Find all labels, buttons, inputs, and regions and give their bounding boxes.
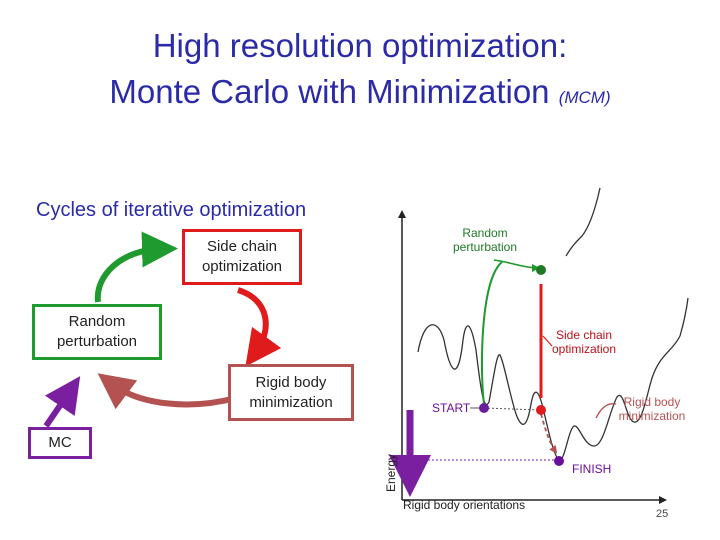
label-rigid-body: Rigid body minimization	[618, 395, 686, 423]
label-start: START	[432, 401, 471, 415]
title-line-1: High resolution optimization:	[152, 27, 568, 64]
perturbed-point	[536, 265, 546, 275]
cycle-heading: Cycles of iterative optimization	[36, 199, 307, 221]
start-point	[479, 403, 489, 413]
green-perturbation-path	[480, 261, 503, 405]
energy-axis-label: Energy	[384, 453, 398, 493]
finish-point	[554, 456, 564, 466]
red-sidechain-pointer	[542, 335, 553, 347]
energy-peak-curve	[565, 187, 601, 257]
sidechain-point	[536, 405, 546, 415]
brown-label-pointer	[595, 403, 617, 419]
label-finish: FINISH	[572, 462, 612, 476]
label-side-chain: Side chain optimization	[551, 328, 617, 356]
start-dotted-line	[483, 407, 541, 411]
purple-mc-arrow	[43, 376, 81, 428]
green-perturbation-arrow	[493, 259, 540, 272]
brown-cycle-arrow	[97, 373, 237, 410]
title-line-2: Monte Carlo with Minimization (MCM)	[0, 72, 720, 118]
red-cycle-arrow	[236, 287, 282, 367]
page-number: 25	[656, 508, 669, 520]
title-main: Monte Carlo with Minimization	[109, 73, 550, 110]
label-random-perturbation: Random perturbation	[452, 226, 518, 254]
orientation-axis-label: Rigid body orientations	[403, 498, 526, 512]
mc-box: MC	[28, 427, 92, 459]
rigid-body-box: Rigid body minimization	[228, 364, 354, 421]
side-chain-box: Side chain optimization	[182, 229, 302, 285]
brown-minimization-arrow	[540, 413, 558, 454]
energy-landscape-curve	[417, 297, 689, 461]
title-abbreviation: (MCM)	[558, 88, 611, 107]
random-perturbation-box: Random perturbation	[32, 304, 162, 360]
green-cycle-arrow	[94, 231, 178, 303]
